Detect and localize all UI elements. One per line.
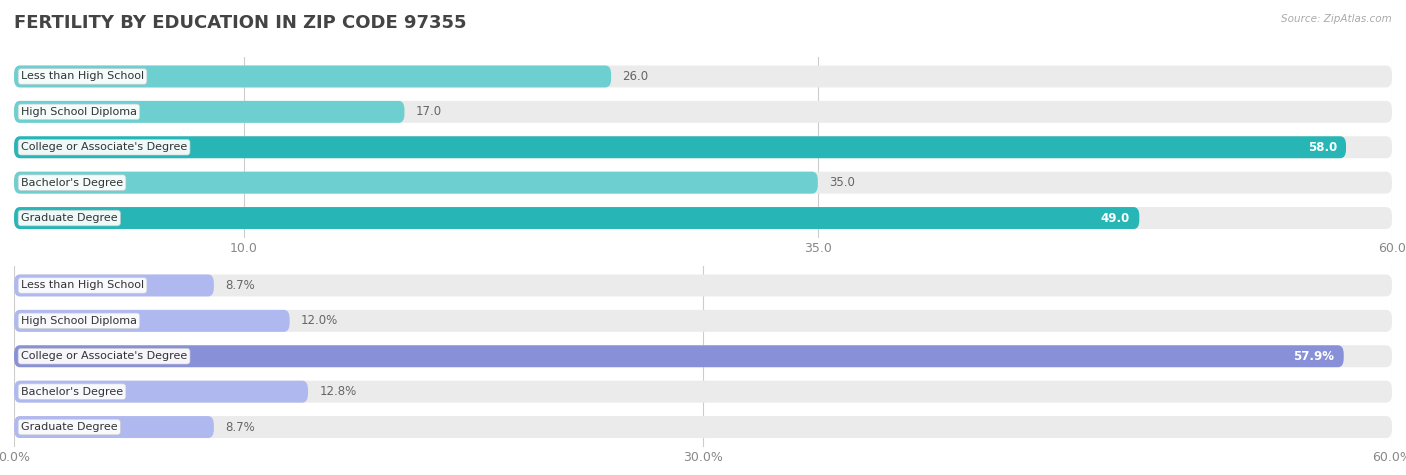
Text: 35.0: 35.0	[830, 176, 855, 189]
Text: 12.8%: 12.8%	[319, 385, 357, 398]
FancyBboxPatch shape	[14, 380, 308, 403]
FancyBboxPatch shape	[14, 171, 1392, 194]
FancyBboxPatch shape	[14, 171, 818, 194]
Text: Less than High School: Less than High School	[21, 71, 143, 82]
Text: 12.0%: 12.0%	[301, 314, 339, 327]
Text: Graduate Degree: Graduate Degree	[21, 422, 118, 432]
Text: Bachelor's Degree: Bachelor's Degree	[21, 178, 124, 188]
FancyBboxPatch shape	[14, 66, 1392, 87]
Text: College or Associate's Degree: College or Associate's Degree	[21, 351, 187, 361]
Text: Less than High School: Less than High School	[21, 280, 143, 291]
Text: 17.0: 17.0	[416, 105, 441, 118]
FancyBboxPatch shape	[14, 66, 612, 87]
FancyBboxPatch shape	[14, 345, 1344, 367]
FancyBboxPatch shape	[14, 416, 214, 438]
FancyBboxPatch shape	[14, 207, 1392, 229]
FancyBboxPatch shape	[14, 310, 290, 332]
Text: 58.0: 58.0	[1308, 141, 1337, 154]
FancyBboxPatch shape	[14, 345, 1392, 367]
Text: 8.7%: 8.7%	[225, 420, 254, 434]
Text: 26.0: 26.0	[623, 70, 648, 83]
FancyBboxPatch shape	[14, 101, 1392, 123]
Text: High School Diploma: High School Diploma	[21, 316, 136, 326]
FancyBboxPatch shape	[14, 275, 214, 296]
FancyBboxPatch shape	[14, 136, 1392, 158]
FancyBboxPatch shape	[14, 101, 405, 123]
Text: 57.9%: 57.9%	[1294, 350, 1334, 363]
Text: 49.0: 49.0	[1101, 211, 1130, 225]
Text: College or Associate's Degree: College or Associate's Degree	[21, 142, 187, 152]
FancyBboxPatch shape	[14, 136, 1346, 158]
FancyBboxPatch shape	[14, 416, 1392, 438]
FancyBboxPatch shape	[14, 207, 1139, 229]
Text: FERTILITY BY EDUCATION IN ZIP CODE 97355: FERTILITY BY EDUCATION IN ZIP CODE 97355	[14, 14, 467, 32]
Text: Bachelor's Degree: Bachelor's Degree	[21, 387, 124, 397]
Text: Graduate Degree: Graduate Degree	[21, 213, 118, 223]
FancyBboxPatch shape	[14, 380, 1392, 403]
Text: Source: ZipAtlas.com: Source: ZipAtlas.com	[1281, 14, 1392, 24]
Text: High School Diploma: High School Diploma	[21, 107, 136, 117]
FancyBboxPatch shape	[14, 275, 1392, 296]
Text: 8.7%: 8.7%	[225, 279, 254, 292]
FancyBboxPatch shape	[14, 310, 1392, 332]
